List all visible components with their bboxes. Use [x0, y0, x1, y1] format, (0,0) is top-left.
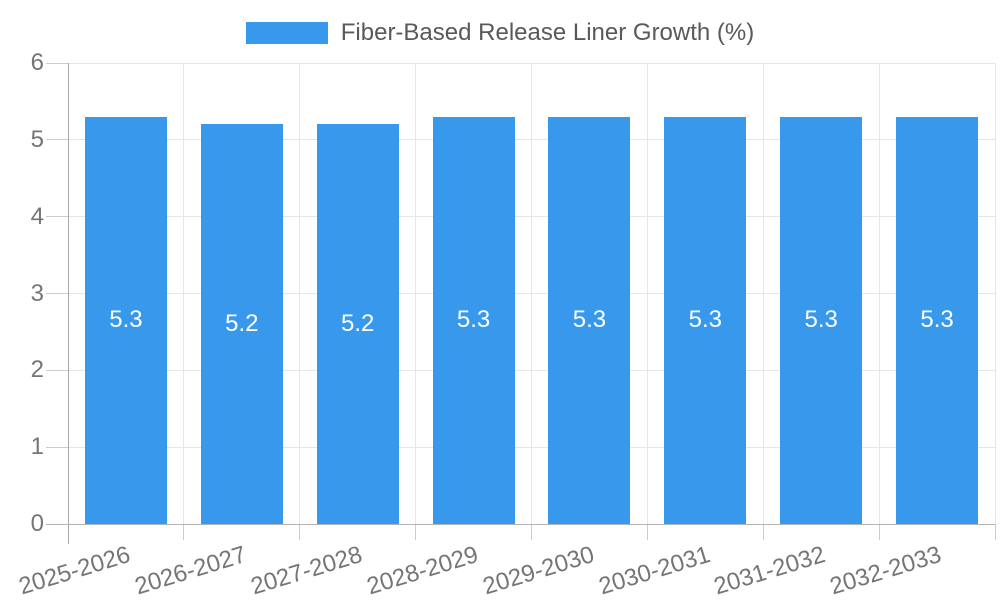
gridline-vertical	[299, 63, 301, 524]
bar-value-label: 5.3	[572, 306, 607, 334]
y-axis-tick	[46, 62, 68, 64]
x-axis-tick	[531, 524, 532, 540]
x-axis-tick-label: 2026-2027	[131, 541, 250, 600]
y-axis-tick-label: 1	[30, 433, 44, 461]
x-axis-tick	[299, 524, 301, 540]
y-axis-tick-label: 0	[30, 510, 44, 537]
bar	[84, 116, 167, 524]
bar-value-label: 5.3	[920, 306, 954, 334]
gridline-vertical	[415, 63, 417, 524]
y-axis-tick	[46, 216, 68, 218]
bar-value-label: 5.3	[804, 306, 838, 334]
gridline-vertical	[646, 63, 648, 524]
y-axis-tick-label: 4	[30, 202, 44, 230]
gridline-vertical	[762, 63, 764, 524]
bar	[780, 116, 863, 524]
bar	[316, 124, 399, 524]
bar-value-label: 5.2	[341, 310, 375, 338]
legend-item[interactable]: Fiber-Based Release Liner Growth (%)	[245, 19, 755, 47]
bar-value-label: 5.2	[225, 310, 259, 338]
x-axis-tick	[415, 524, 417, 540]
y-axis-tick-label: 2	[30, 356, 44, 384]
gridline-vertical	[531, 63, 532, 524]
legend-swatch-icon	[245, 22, 328, 44]
x-axis-tick	[762, 524, 764, 540]
y-axis-tick	[46, 139, 68, 141]
x-axis-tick-label: 2032-2033	[827, 541, 945, 600]
bar	[548, 116, 631, 524]
x-axis-tick-label: 2028-2029	[363, 541, 482, 600]
y-axis-tick	[46, 293, 68, 294]
x-axis-tick-label: 2025-2026	[15, 541, 134, 600]
x-axis-tick-label: 2027-2028	[247, 541, 366, 600]
bar	[432, 116, 515, 524]
gridline-vertical	[878, 63, 880, 524]
x-axis-tick	[878, 524, 880, 540]
x-axis-tick-label: 2030-2031	[595, 541, 713, 600]
x-axis-tick-label: 2029-2030	[479, 541, 598, 600]
y-axis-tick-label: 5	[30, 125, 44, 153]
gridline-vertical	[994, 63, 996, 524]
x-axis-tick	[183, 524, 185, 540]
bar	[664, 116, 747, 524]
y-axis-tick-label: 6	[30, 49, 44, 76]
bar-value-label: 5.3	[688, 306, 722, 334]
x-axis-tick	[646, 524, 648, 540]
x-axis-tick-label: 2031-2032	[711, 541, 829, 600]
x-axis-tick	[994, 524, 996, 540]
bar-value-label: 5.3	[109, 306, 143, 334]
legend: Fiber-Based Release Liner Growth (%)	[0, 19, 1000, 47]
legend-label: Fiber-Based Release Liner Growth (%)	[340, 19, 755, 46]
y-axis-tick	[46, 369, 68, 371]
bar-value-label: 5.3	[456, 306, 491, 334]
gridline-vertical	[183, 63, 185, 524]
bar	[200, 124, 283, 524]
x-axis-line	[46, 523, 995, 525]
y-axis-tick	[46, 446, 68, 448]
y-axis-line	[67, 63, 69, 544]
y-axis-tick-label: 3	[30, 279, 44, 307]
bar	[896, 116, 979, 524]
